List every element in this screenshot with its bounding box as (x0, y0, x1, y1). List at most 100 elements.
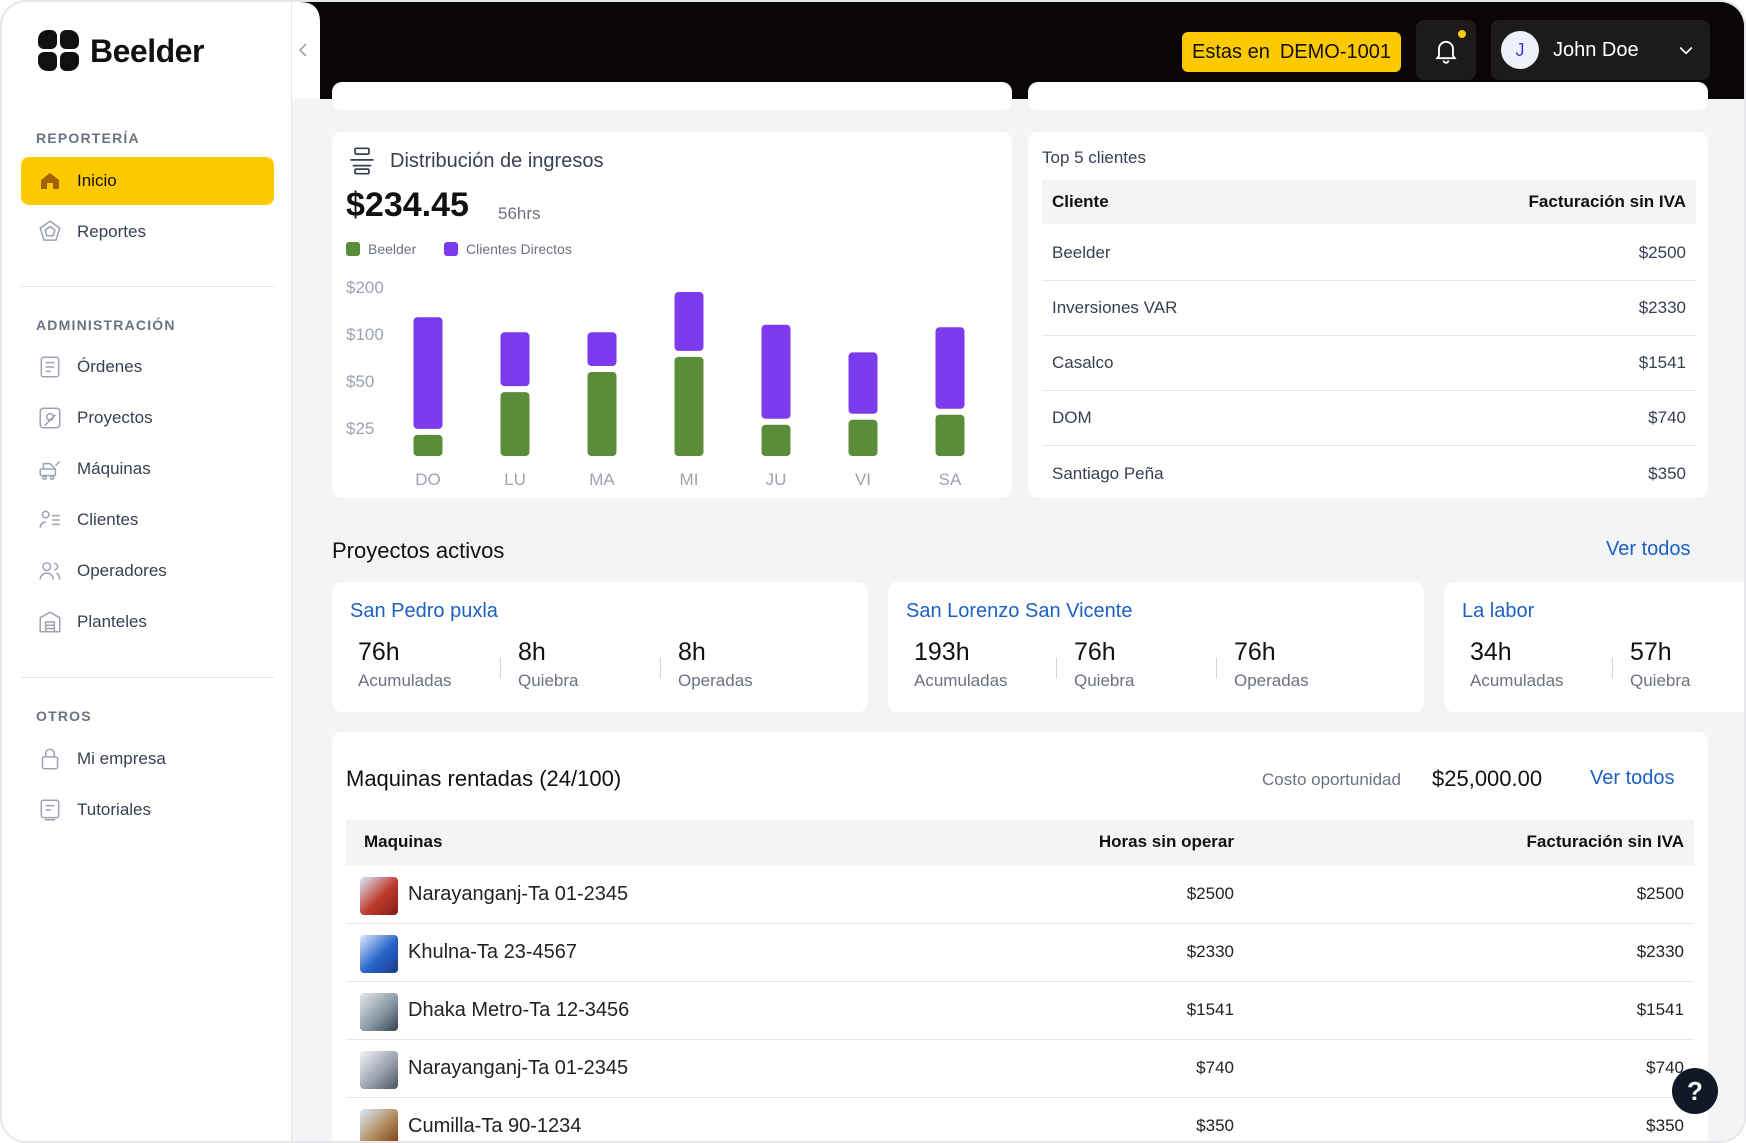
table-row[interactable]: Beelder $2500 (1042, 226, 1696, 281)
sidebar-item-operadores[interactable]: Operadores (21, 547, 274, 595)
machine-name: Dhaka Metro-Ta 12-3456 (408, 999, 630, 1021)
opportunity-cost-label: Costo oportunidad (1262, 770, 1401, 789)
y-tick-label: $25 (346, 419, 374, 438)
machines-see-all-link[interactable]: Ver todos (1590, 767, 1675, 789)
project-card[interactable]: San Lorenzo San Vicente 193h Acumuladas 7… (888, 582, 1424, 712)
environment-badge[interactable]: Estas en DEMO-1001 (1182, 32, 1401, 72)
y-tick-label: $50 (346, 372, 374, 391)
user-menu[interactable]: J John Doe (1491, 20, 1710, 80)
brand-logo[interactable]: Beelder (38, 30, 204, 72)
bar-do-clientes-directos[interactable] (413, 317, 443, 429)
sidebar-item-label: Inicio (77, 171, 117, 190)
table-row[interactable]: Casalco $1541 (1042, 336, 1696, 391)
sidebar-item-maquinas[interactable]: Máquinas (21, 445, 274, 493)
bar-mi-beelder[interactable] (674, 356, 704, 456)
plants-icon (37, 609, 63, 635)
table-row[interactable]: DOM $740 (1042, 391, 1696, 446)
client-name: Beelder (1052, 243, 1111, 262)
active-projects-title: Proyectos activos (332, 538, 505, 563)
machine-thumbnail (360, 993, 398, 1031)
opportunity-cost-value: $25,000.00 (1432, 766, 1543, 791)
table-row[interactable]: Narayanganj-Ta 01-2345 $740 $740 (346, 1040, 1694, 1098)
project-name[interactable]: San Lorenzo San Vicente (906, 600, 1133, 622)
machine-thumbnail (360, 1051, 398, 1089)
operators-icon (37, 558, 63, 584)
bar-sa-beelder[interactable] (935, 414, 965, 456)
bar-vi-clientes-directos[interactable] (848, 352, 878, 414)
machines-table-header: Maquinas Horas sin operar Facturación si… (346, 820, 1694, 865)
bar-ma-beelder[interactable] (587, 372, 617, 456)
sidebar-item-label: Operadores (77, 561, 167, 580)
table-row[interactable]: Cumilla-Ta 90-1234 $350 $350 (346, 1098, 1694, 1141)
sidebar-item-label: Tutoriales (77, 800, 152, 819)
client-name: Casalco (1052, 353, 1114, 372)
machine-hours: $2500 (1186, 884, 1234, 903)
x-tick-label: JU (766, 470, 787, 489)
legend-swatch (346, 242, 360, 256)
notifications-button[interactable] (1416, 20, 1476, 80)
sidebar-item-reportes[interactable]: Reportes (21, 208, 274, 256)
bar-ju-beelder[interactable] (761, 424, 791, 456)
stat-separator (1056, 658, 1057, 678)
projects-see-all-link[interactable]: Ver todos (1606, 538, 1691, 560)
client-name: DOM (1052, 408, 1092, 427)
bar-ma-clientes-directos[interactable] (587, 332, 617, 366)
project-name[interactable]: San Pedro puxla (350, 600, 498, 622)
top-clients-header: Cliente Facturación sin IVA (1042, 180, 1696, 224)
bar-sa-clientes-directos[interactable] (935, 327, 965, 409)
bar-mi-clientes-directos[interactable] (674, 292, 704, 351)
machine-name: Khulna-Ta 23-4567 (408, 941, 578, 963)
x-tick-label: DO (415, 470, 441, 489)
client-billing: $1541 (1638, 353, 1686, 372)
project-card[interactable]: San Pedro puxla 76h Acumuladas 8h Quiebra … (332, 582, 868, 712)
legend-label: Beelder (368, 241, 417, 257)
machine-hours: $740 (1196, 1058, 1234, 1077)
stat-acumuladas: 76h Acumuladas (358, 638, 452, 690)
stat-separator (1612, 658, 1613, 678)
machine-name: Narayanganj-Ta 01-2345 (408, 883, 629, 905)
table-row[interactable]: Narayanganj-Ta 01-2345 $2500 $2500 (346, 866, 1694, 924)
sidebar-collapse-button[interactable] (292, 2, 320, 99)
stat-separator (500, 658, 501, 678)
bar-do-beelder[interactable] (413, 434, 443, 456)
bar-lu-clientes-directos[interactable] (500, 332, 530, 387)
sidebar-item-inicio[interactable]: Inicio (21, 157, 274, 205)
income-title: Distribución de ingresos (390, 150, 604, 172)
machines-title: Maquinas rentadas (24/100) (346, 766, 622, 791)
card-partial-top-right (1028, 82, 1708, 110)
table-row[interactable]: Khulna-Ta 23-4567 $2330 $2330 (346, 924, 1694, 982)
sidebar-item-ordenes[interactable]: Órdenes (21, 343, 274, 391)
sidebar-divider (21, 677, 274, 678)
notification-dot (1456, 28, 1468, 40)
y-tick-label: $200 (346, 278, 384, 297)
legend-item-beelder: Beelder (346, 241, 416, 257)
project-name[interactable]: La labor (1462, 600, 1535, 622)
sidebar-item-proyectos[interactable]: Proyectos (21, 394, 274, 442)
bar-lu-beelder[interactable] (500, 392, 530, 456)
table-row[interactable]: Inversiones VAR $2330 (1042, 281, 1696, 336)
table-row[interactable]: Santiago Peña $350 (1042, 446, 1696, 501)
environment-code: DEMO-1001 (1279, 40, 1391, 63)
client-billing: $2500 (1638, 243, 1686, 262)
sidebar-item-planteles[interactable]: Planteles (21, 598, 274, 646)
sidebar-item-tutoriales[interactable]: Tutoriales (21, 786, 274, 834)
avatar: J (1501, 31, 1539, 69)
project-card[interactable]: La labor 34h Acumuladas 57h Quiebra (1444, 582, 1744, 712)
sidebar-item-mi-empresa[interactable]: Mi empresa (21, 735, 274, 783)
sidebar-item-label: Proyectos (77, 408, 153, 427)
stat-acumuladas: 34h Acumuladas (1470, 638, 1564, 690)
card-partial-top-left (332, 82, 1012, 110)
client-name: Inversiones VAR (1052, 298, 1178, 317)
column-header-horas: Horas sin operar (1098, 832, 1234, 851)
sidebar-item-label: Máquinas (77, 459, 151, 478)
home-icon (37, 168, 63, 194)
bar-vi-beelder[interactable] (848, 419, 878, 456)
environment-prefix: Estas en (1192, 40, 1270, 63)
table-row[interactable]: Dhaka Metro-Ta 12-3456 $1541 $1541 (346, 982, 1694, 1040)
sidebar-item-clientes[interactable]: Clientes (21, 496, 274, 544)
income-amount: $234.45 (346, 186, 469, 224)
x-tick-label: LU (504, 470, 526, 489)
bar-ju-clientes-directos[interactable] (761, 324, 791, 419)
help-button[interactable]: ? (1672, 1068, 1718, 1114)
chevron-left-icon (298, 43, 307, 57)
